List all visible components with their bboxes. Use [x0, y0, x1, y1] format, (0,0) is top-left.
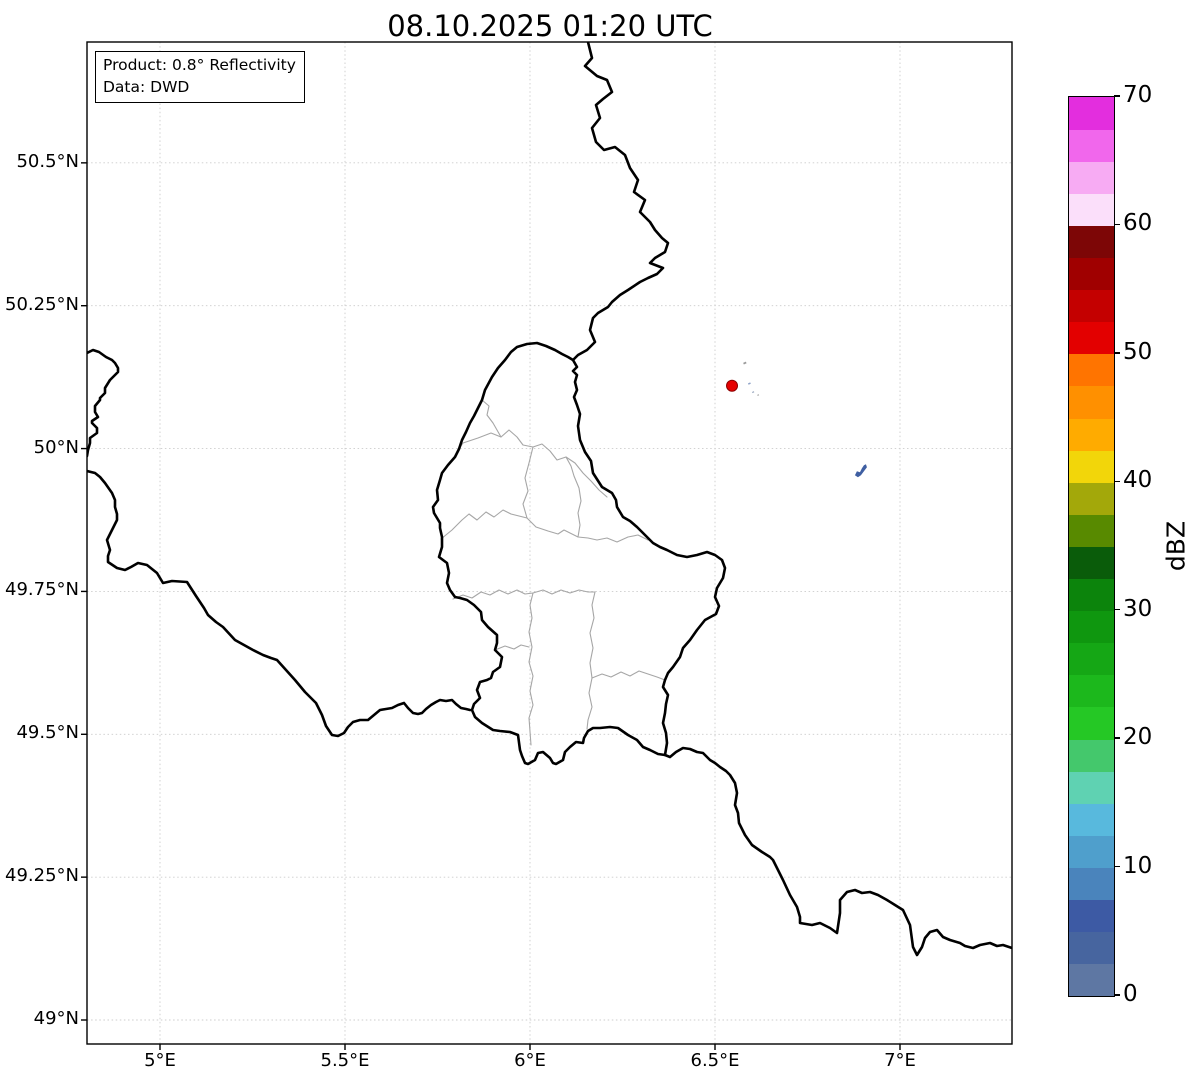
product-info-box: Product: 0.8° Reflectivity Data: DWD [95, 51, 305, 103]
colorbar-segment [1069, 321, 1114, 355]
border-france-belgium [87, 469, 472, 738]
colorbar-segment [1069, 931, 1114, 965]
colorbar-segment [1069, 257, 1114, 291]
axis-ticks [81, 162, 901, 1050]
border-france-germany [663, 746, 1012, 957]
border-france-fragment [87, 348, 120, 458]
colorbar-segment [1069, 963, 1114, 996]
colorbar-segment [1069, 707, 1114, 740]
colorbar-segment [1069, 450, 1114, 483]
colorbar-segment [1069, 225, 1114, 258]
radar-echoes [726, 361, 867, 478]
colorbar [1068, 96, 1115, 997]
echo-speck [743, 361, 747, 365]
luxembourg-outline [431, 341, 727, 766]
colorbar-segment [1069, 482, 1114, 515]
colorbar-segment [1069, 835, 1114, 868]
colorbar-unit-label: dBZ [1161, 520, 1191, 572]
echo-speck [751, 391, 755, 394]
colorbar-segment [1069, 642, 1114, 676]
luxembourg-canton-borders [440, 399, 666, 746]
colorbar-segment [1069, 514, 1114, 547]
colorbar-segment [1069, 161, 1114, 194]
colorbar-segment [1069, 418, 1114, 451]
colorbar-segment [1069, 193, 1114, 226]
colorbar-segment [1069, 289, 1114, 323]
echo-speck [757, 394, 760, 396]
colorbar-segment [1069, 385, 1114, 419]
colorbar-segment [1069, 129, 1114, 162]
echo-speck [747, 382, 751, 385]
product-info-line1: Product: 0.8° Reflectivity [103, 56, 296, 74]
colorbar-segment [1069, 674, 1114, 708]
colorbar-segment [1069, 771, 1114, 804]
colorbar-segment [1069, 610, 1114, 644]
country-borders [87, 42, 1012, 957]
colorbar-segment [1069, 739, 1114, 772]
colorbar-segment [1069, 546, 1114, 580]
colorbar-segment [1069, 867, 1114, 901]
grid-lines [87, 42, 1012, 1044]
colorbar-segment [1069, 353, 1114, 387]
colorbar-segment [1069, 97, 1114, 130]
border-belgium-germany [571, 42, 670, 362]
radar-dot-marker [726, 379, 739, 392]
map-frame [86, 41, 1013, 1045]
colorbar-segment [1069, 578, 1114, 612]
colorbar-segment [1069, 803, 1114, 836]
plot-title: 08.10.2025 01:20 UTC [387, 9, 713, 43]
product-info-line2: Data: DWD [103, 78, 190, 96]
colorbar-segment [1069, 899, 1114, 933]
echo-blob-marker [854, 464, 867, 478]
